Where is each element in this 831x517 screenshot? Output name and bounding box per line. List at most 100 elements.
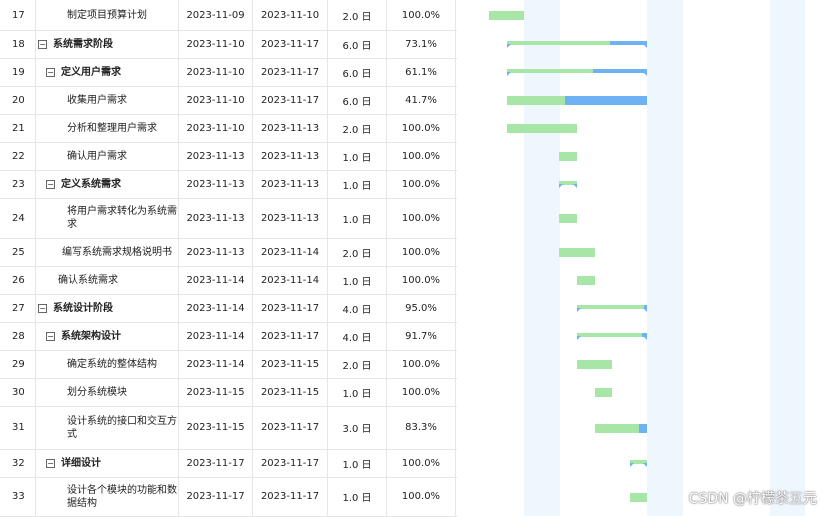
end-date-cell[interactable]: 2023-11-17 [253,86,328,114]
task-name-cell[interactable]: − 系统架构设计 [36,322,179,350]
duration-cell[interactable]: 1.0 日 [328,198,387,238]
percent-cell[interactable]: 100.0% [387,170,456,198]
duration-cell[interactable]: 2.0 日 [328,114,387,142]
start-date-cell[interactable]: 2023-11-10 [179,114,253,142]
collapse-toggle-icon[interactable]: − [38,39,47,49]
start-date-cell[interactable]: 2023-11-13 [179,198,253,238]
duration-cell[interactable]: 2.0 日 [328,350,387,378]
end-date-cell[interactable]: 2023-11-13 [253,198,328,238]
percent-cell[interactable]: 100.0% [387,266,456,294]
task-name-cell[interactable]: 设计系统的接口和交互方式 [36,406,179,449]
table-row[interactable]: 20 收集用户需求 2023-11-10 2023-11-17 6.0 日 41.7% [0,86,457,115]
end-date-cell[interactable]: 2023-11-15 [253,350,328,378]
table-row[interactable]: 33 设计各个模块的功能和数据结构 2023-11-17 2023-11-17 1.0 … [0,477,457,517]
end-date-cell[interactable]: 2023-11-17 [253,30,328,58]
percent-cell[interactable]: 83.3% [387,406,456,449]
collapse-toggle-icon[interactable]: − [38,303,47,313]
collapse-toggle-icon[interactable]: − [46,179,55,189]
duration-cell[interactable]: 1.0 日 [328,378,387,406]
duration-cell[interactable]: 4.0 日 [328,322,387,350]
percent-cell[interactable]: 41.7% [387,86,456,114]
duration-cell[interactable]: 3.0 日 [328,406,387,449]
start-date-cell[interactable]: 2023-11-14 [179,350,253,378]
summary-bar[interactable] [506,69,648,76]
duration-cell[interactable]: 6.0 日 [328,30,387,58]
end-date-cell[interactable]: 2023-11-13 [253,114,328,142]
percent-cell[interactable]: 100.0% [387,449,456,477]
start-date-cell[interactable]: 2023-11-13 [179,238,253,266]
task-name-cell[interactable]: − 定义系统需求 [36,170,179,198]
end-date-cell[interactable]: 2023-11-17 [253,477,328,516]
duration-cell[interactable]: 6.0 日 [328,86,387,114]
summary-bar[interactable] [577,333,648,340]
collapse-toggle-icon[interactable]: − [46,67,55,77]
percent-cell[interactable]: 73.1% [387,30,456,58]
end-date-cell[interactable]: 2023-11-17 [253,322,328,350]
percent-cell[interactable]: 100.0% [387,477,456,516]
percent-cell[interactable]: 95.0% [387,294,456,322]
table-row[interactable]: 22 确认用户需求 2023-11-13 2023-11-13 1.0 日 100.0% [0,142,457,171]
summary-bar[interactable] [629,460,648,467]
end-date-cell[interactable]: 2023-11-14 [253,266,328,294]
task-bar[interactable] [577,360,613,369]
task-name-cell[interactable]: 设计各个模块的功能和数据结构 [36,477,179,516]
table-row[interactable]: 29 确定系统的整体结构 2023-11-14 2023-11-15 2.0 日 100.… [0,350,457,379]
end-date-cell[interactable]: 2023-11-13 [253,142,328,170]
start-date-cell[interactable]: 2023-11-14 [179,266,253,294]
duration-cell[interactable]: 1.0 日 [328,477,387,516]
task-bar[interactable] [559,214,577,223]
task-name-cell[interactable]: 确定系统的整体结构 [36,350,179,378]
table-row[interactable]: 21 分析和整理用户需求 2023-11-10 2023-11-13 2.0 日 100.… [0,114,457,143]
task-name-cell[interactable]: 划分系统模块 [36,378,179,406]
percent-cell[interactable]: 100.0% [387,350,456,378]
start-date-cell[interactable]: 2023-11-09 [179,0,253,30]
start-date-cell[interactable]: 2023-11-14 [179,322,253,350]
start-date-cell[interactable]: 2023-11-13 [179,170,253,198]
percent-cell[interactable]: 100.0% [387,378,456,406]
start-date-cell[interactable]: 2023-11-14 [179,294,253,322]
task-name-cell[interactable]: 确认用户需求 [36,142,179,170]
table-row[interactable]: 17 制定项目预算计划 2023-11-09 2023-11-10 2.0 日 100.0… [0,0,457,31]
end-date-cell[interactable]: 2023-11-17 [253,449,328,477]
task-bar[interactable] [577,276,595,285]
table-row[interactable]: 23 − 定义系统需求 2023-11-13 2023-11-13 1.0 日 100.0% [0,170,457,199]
table-row[interactable]: 27 − 系统设计阶段 2023-11-14 2023-11-17 4.0 日 95.0% [0,294,457,323]
task-name-cell[interactable]: 分析和整理用户需求 [36,114,179,142]
task-bar[interactable] [594,388,613,397]
start-date-cell[interactable]: 2023-11-15 [179,406,253,449]
start-date-cell[interactable]: 2023-11-17 [179,477,253,516]
percent-cell[interactable]: 100.0% [387,142,456,170]
table-row[interactable]: 32 − 详细设计 2023-11-17 2023-11-17 1.0 日 100.0% [0,449,457,478]
summary-bar[interactable] [506,41,648,48]
task-bar[interactable] [489,11,525,20]
percent-cell[interactable]: 91.7% [387,322,456,350]
percent-cell[interactable]: 100.0% [387,198,456,238]
end-date-cell[interactable]: 2023-11-15 [253,378,328,406]
task-name-cell[interactable]: − 定义用户需求 [36,58,179,86]
end-date-cell[interactable]: 2023-11-17 [253,58,328,86]
collapse-toggle-icon[interactable]: − [46,331,55,341]
task-bar[interactable] [506,124,577,133]
end-date-cell[interactable]: 2023-11-13 [253,170,328,198]
percent-cell[interactable]: 100.0% [387,238,456,266]
summary-bar[interactable] [559,181,577,188]
start-date-cell[interactable]: 2023-11-13 [179,142,253,170]
duration-cell[interactable]: 2.0 日 [328,238,387,266]
task-name-cell[interactable]: − 系统设计阶段 [36,294,179,322]
table-row[interactable]: 24 将用户需求转化为系统需求 2023-11-13 2023-11-13 1.0 日 1… [0,198,457,239]
collapse-toggle-icon[interactable]: − [46,458,55,468]
table-row[interactable]: 26 确认系统需求 2023-11-14 2023-11-14 1.0 日 100.0% [0,266,457,295]
task-name-cell[interactable]: − 详细设计 [36,449,179,477]
duration-cell[interactable]: 1.0 日 [328,170,387,198]
start-date-cell[interactable]: 2023-11-10 [179,58,253,86]
duration-cell[interactable]: 1.0 日 [328,142,387,170]
task-bar[interactable] [629,492,648,502]
end-date-cell[interactable]: 2023-11-17 [253,294,328,322]
end-date-cell[interactable]: 2023-11-17 [253,406,328,449]
task-name-cell[interactable]: 编写系统需求规格说明书 [36,238,179,266]
duration-cell[interactable]: 1.0 日 [328,449,387,477]
task-name-cell[interactable]: 制定项目预算计划 [36,0,179,30]
percent-cell[interactable]: 100.0% [387,0,456,30]
task-name-cell[interactable]: 收集用户需求 [36,86,179,114]
start-date-cell[interactable]: 2023-11-17 [179,449,253,477]
